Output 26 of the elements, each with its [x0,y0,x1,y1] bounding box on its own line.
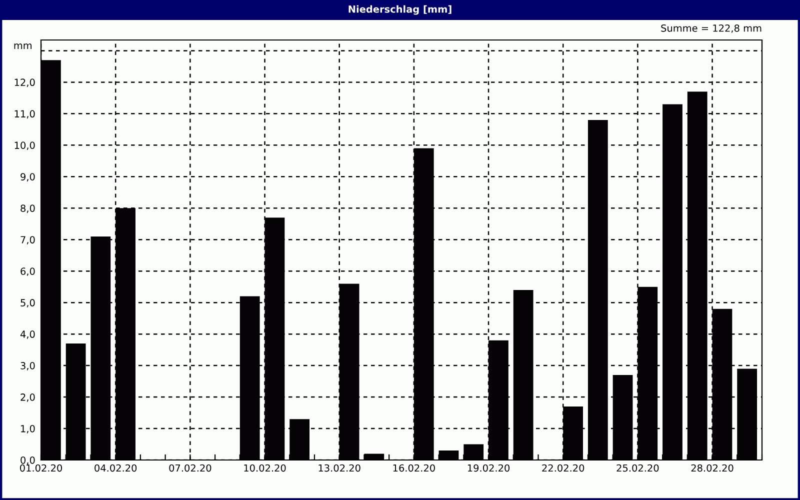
x-tick-label: 28.02.20 [691,464,734,472]
x-tick-label: 04.02.20 [94,464,137,472]
y-tick-label: 6,0 [20,268,35,276]
x-tick-label: 13.02.20 [318,464,360,472]
x-tick-label: 25.02.20 [616,464,659,472]
y-tick-label: 10,0 [14,142,35,150]
x-tick-label: 10.02.20 [244,464,286,472]
y-axis-title: mm [14,44,32,49]
y-tick-label: 2,0 [20,394,35,402]
y-tick-label: 0,0 [20,456,35,465]
y-tick-label: 8,0 [20,204,35,213]
x-tick-label: 01.02.20 [20,464,62,472]
x-tick-label: 19.02.20 [468,464,510,472]
chart-title: Niederschlag [mm] [348,5,452,15]
text: Summe = 122,8 mm [661,24,762,33]
y-tick-label: 12,0 [14,78,35,88]
x-tick-label: 07.02.20 [169,464,212,472]
y-tick-label: 3,0 [20,362,35,370]
y-tick-label: 1,0 [21,424,35,434]
y-tick-label: 7,0 [20,236,35,244]
y-tick-label: 9,0 [20,173,35,182]
y-tick-label: 4,0 [20,330,35,339]
x-tick-label: 16.02.20 [393,464,435,472]
y-tick-label: 11,0 [14,110,35,118]
y-tick-label: 5,0 [20,299,35,308]
x-tick-label: 22.02.20 [542,464,584,472]
